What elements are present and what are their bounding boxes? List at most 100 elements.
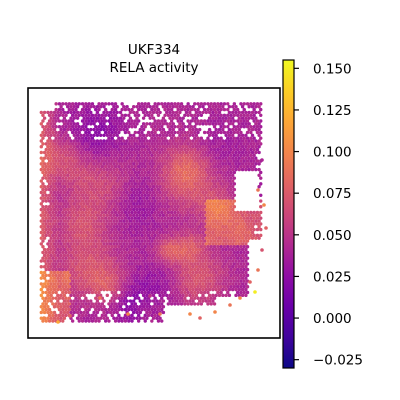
spot <box>202 170 207 175</box>
spot <box>156 176 161 180</box>
spot <box>102 236 106 240</box>
spot <box>148 230 152 235</box>
spot <box>219 222 223 226</box>
spot <box>107 307 111 312</box>
spot <box>226 199 230 203</box>
spot <box>239 113 243 117</box>
spot <box>74 159 78 163</box>
spot <box>222 216 227 220</box>
spot <box>120 182 124 186</box>
spot <box>193 102 197 106</box>
spot <box>216 279 220 283</box>
spot <box>249 147 253 152</box>
spot <box>163 119 167 123</box>
spot <box>49 139 53 143</box>
spot <box>130 182 134 186</box>
spot <box>151 127 156 132</box>
spot <box>227 116 232 120</box>
spot <box>186 165 190 169</box>
spot <box>47 170 52 175</box>
spot <box>168 122 172 126</box>
spot <box>102 316 106 320</box>
spot <box>216 262 220 266</box>
spot <box>87 313 91 318</box>
spot <box>74 113 78 117</box>
spot <box>99 167 103 172</box>
spot <box>75 270 80 275</box>
spot <box>156 227 161 232</box>
spot <box>100 176 105 180</box>
spot <box>219 193 223 198</box>
spot <box>49 122 53 126</box>
spot <box>209 119 213 123</box>
spot <box>130 290 134 295</box>
spot <box>176 227 180 232</box>
spot <box>125 185 129 189</box>
spot <box>79 247 83 252</box>
spot <box>59 173 63 177</box>
spot <box>219 290 223 295</box>
spot <box>84 182 88 186</box>
spot <box>216 176 220 180</box>
spot <box>146 302 151 306</box>
spot <box>85 173 90 177</box>
spot <box>191 225 195 229</box>
spot <box>168 253 172 258</box>
spot <box>39 316 43 320</box>
spot <box>166 216 171 220</box>
spot <box>181 242 185 246</box>
spot <box>54 125 58 129</box>
spot <box>150 222 154 226</box>
spot <box>244 156 248 160</box>
spot <box>64 130 68 135</box>
spot <box>97 182 101 186</box>
spot <box>128 236 133 240</box>
spot <box>201 247 205 252</box>
spot <box>77 165 81 169</box>
spot <box>201 202 205 206</box>
spot <box>161 225 166 229</box>
spot <box>122 167 126 172</box>
spot <box>105 316 110 320</box>
spot <box>178 270 182 275</box>
spot <box>66 139 70 143</box>
spot <box>191 247 195 252</box>
spot <box>217 196 222 200</box>
spot <box>117 279 121 283</box>
spot <box>97 233 101 238</box>
spot <box>216 285 220 289</box>
spot <box>145 145 149 149</box>
spot <box>108 270 113 275</box>
spot <box>204 265 208 269</box>
spot <box>56 225 60 229</box>
spot <box>166 227 171 232</box>
spot <box>207 253 212 258</box>
spot <box>163 107 167 112</box>
spot <box>186 222 190 226</box>
spot <box>47 142 52 146</box>
spot <box>189 125 194 129</box>
spot <box>44 176 48 180</box>
spot <box>178 213 182 218</box>
spot <box>103 285 108 289</box>
spot <box>94 262 98 266</box>
spot <box>148 299 152 303</box>
spot <box>146 153 151 157</box>
spot <box>181 196 185 200</box>
spot <box>232 210 237 215</box>
spot <box>110 290 114 295</box>
spot <box>89 247 93 252</box>
spot <box>186 256 190 260</box>
spot <box>169 159 174 163</box>
spot <box>79 127 83 132</box>
spot <box>222 147 227 152</box>
spot <box>69 287 73 292</box>
spot <box>201 299 205 303</box>
spot <box>255 130 260 135</box>
spot <box>80 239 85 243</box>
spot <box>92 230 96 235</box>
spot <box>212 216 217 220</box>
spot <box>74 193 78 198</box>
colorbar-tick-label: −0.025 <box>313 353 363 369</box>
spot <box>146 267 151 272</box>
